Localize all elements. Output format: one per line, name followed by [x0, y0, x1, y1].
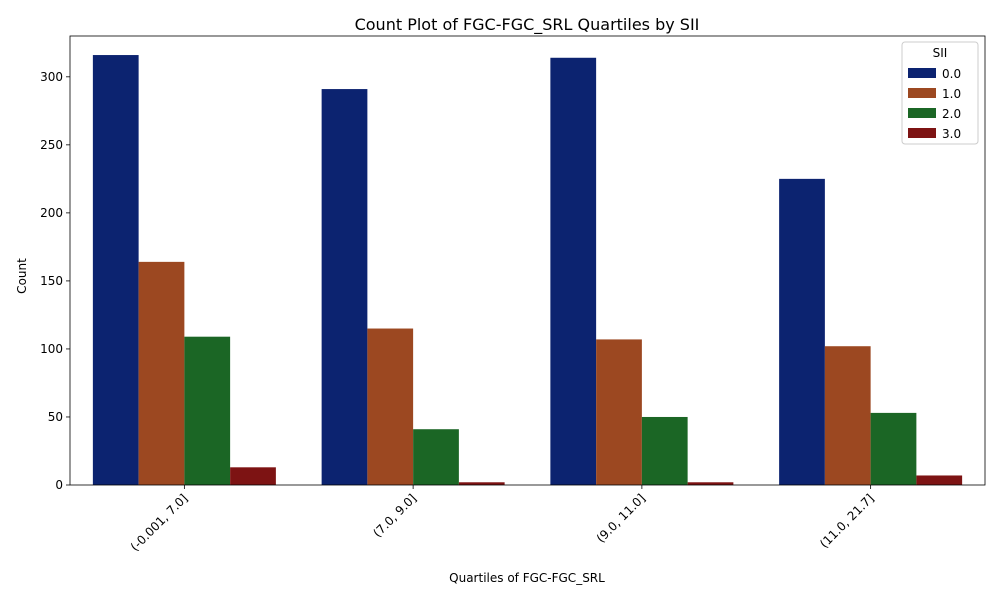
bar-series-1-cat-3 — [824, 346, 871, 485]
legend-label-1: 1.0 — [942, 87, 961, 101]
bar-series-0-cat-2 — [550, 57, 597, 486]
y-axis-label: Count — [15, 258, 29, 294]
bar-series-3-cat-2 — [687, 482, 734, 485]
bar-series-0-cat-3 — [779, 178, 825, 485]
x-tick-label-1: (7.0, 9.0] — [370, 491, 419, 540]
legend-swatch-2 — [908, 108, 936, 118]
bars-layer — [92, 55, 963, 486]
bar-series-1-cat-1 — [367, 328, 414, 485]
bar-series-3-cat-0 — [230, 467, 276, 485]
bar-series-0-cat-1 — [321, 89, 368, 486]
legend-label-3: 3.0 — [942, 127, 961, 141]
legend-title: SII — [933, 46, 948, 60]
bar-series-1-cat-2 — [596, 339, 642, 485]
y-tick-label-0: 0 — [55, 478, 63, 492]
legend-swatch-3 — [908, 128, 936, 138]
y-tick-label-3: 150 — [40, 274, 63, 288]
y-tick-label-5: 250 — [40, 138, 63, 152]
bar-series-0-cat-0 — [92, 55, 139, 485]
bar-series-3-cat-1 — [458, 482, 505, 485]
y-tick-label-1: 50 — [48, 410, 63, 424]
x-tick-label-0: (-0.001, 7.0] — [128, 491, 191, 554]
y-tick-label-6: 300 — [40, 70, 63, 84]
bar-series-2-cat-3 — [870, 412, 917, 485]
bar-series-2-cat-0 — [184, 336, 231, 485]
y-tick-label-2: 100 — [40, 342, 63, 356]
x-axis-label: Quartiles of FGC-FGC_SRL — [449, 571, 605, 585]
legend-label-0: 0.0 — [942, 67, 961, 81]
legend-box — [901, 41, 979, 145]
bar-series-1-cat-0 — [138, 261, 185, 485]
legend-label-2: 2.0 — [942, 107, 961, 121]
bar-series-2-cat-1 — [413, 429, 459, 485]
bar-series-3-cat-3 — [916, 475, 963, 485]
legend-swatch-0 — [908, 68, 936, 78]
x-tick-label-2: (9.0, 11.0] — [594, 491, 648, 545]
legend-swatch-1 — [908, 88, 936, 98]
y-tick-label-4: 200 — [40, 206, 63, 220]
chart-title: Count Plot of FGC-FGC_SRL Quartiles by S… — [355, 15, 700, 35]
x-tick-label-3: (11.0, 21.7] — [817, 491, 877, 551]
plot-frame — [69, 35, 986, 486]
bar-series-2-cat-2 — [641, 416, 688, 485]
legend: SII 0.0 1.0 2.0 3.0 — [901, 41, 979, 145]
